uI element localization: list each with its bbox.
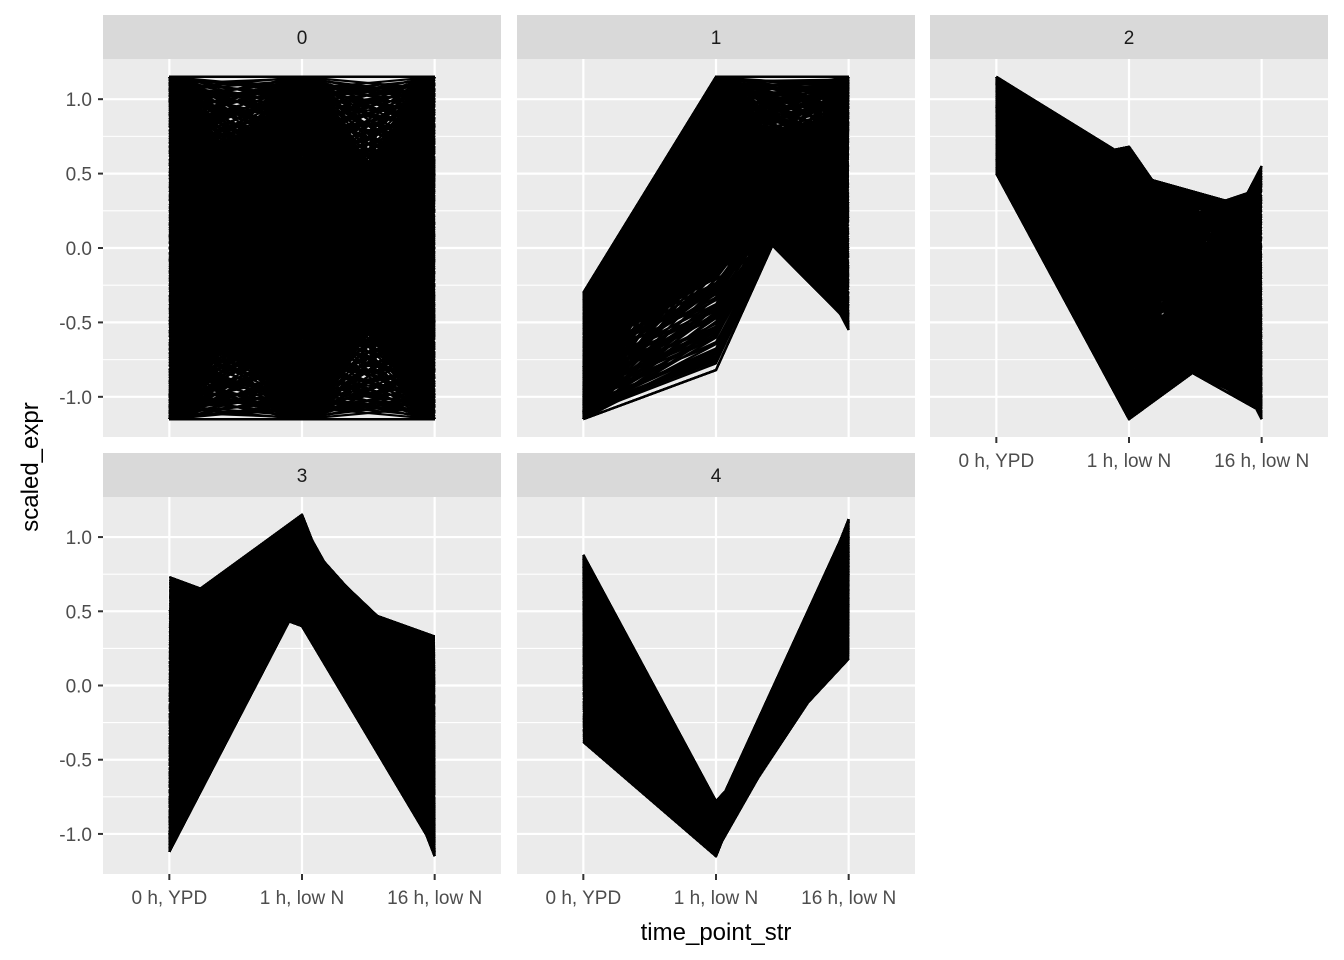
series-line-profile	[168, 76, 436, 420]
series-line-profile	[168, 98, 436, 279]
facet-panel-4: 4	[517, 453, 915, 874]
series-line	[168, 204, 435, 258]
series-line	[168, 234, 435, 313]
facet-strip-label: 1	[711, 28, 722, 49]
series-line	[168, 183, 435, 262]
facet-panel-1: 1	[517, 15, 915, 437]
series-line-profile	[168, 75, 436, 249]
facet-strip	[103, 15, 501, 59]
facet-strip-label: 2	[1124, 28, 1135, 49]
series-line	[168, 162, 436, 267]
series-line	[169, 242, 435, 271]
series-line	[168, 229, 436, 334]
series-line	[168, 119, 436, 275]
series-line	[168, 221, 436, 377]
facet-panel-0: 0	[103, 15, 501, 437]
series-lines	[582, 75, 850, 421]
series-line	[168, 146, 436, 305]
series-line	[169, 225, 435, 254]
series-line-profile	[168, 113, 436, 383]
facet-panel-2: 2	[930, 15, 1328, 437]
series-line-profile	[168, 247, 436, 421]
facet-strip-label: 4	[711, 466, 722, 487]
series-line-profile	[168, 113, 436, 383]
series-line	[168, 225, 436, 356]
facet-strip	[517, 15, 915, 59]
series-line-profile	[168, 173, 436, 398]
facet-panels: 0 1 2 3 4	[103, 15, 1328, 874]
series-line	[168, 238, 435, 292]
series-line	[168, 140, 436, 271]
series-line-profile	[168, 217, 436, 398]
facet-strip-label: 0	[297, 28, 308, 49]
series-lines	[168, 75, 436, 421]
facet-strip-label: 3	[297, 466, 308, 487]
facet-panel-3: 3	[103, 453, 501, 874]
series-line	[168, 178, 436, 356]
